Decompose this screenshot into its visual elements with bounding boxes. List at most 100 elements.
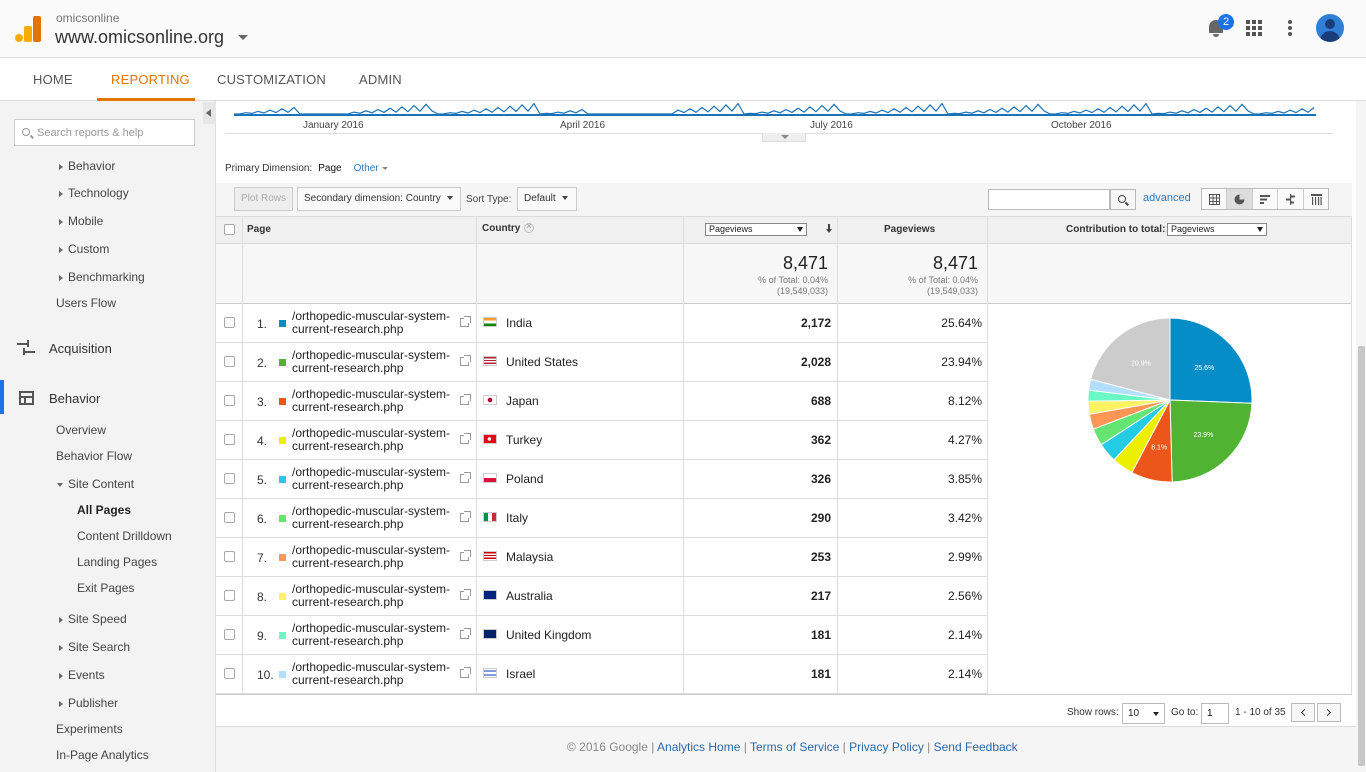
row-country-link[interactable]: Poland [506, 472, 544, 486]
open-page-icon[interactable] [460, 628, 471, 639]
remove-dimension-icon[interactable] [524, 221, 535, 234]
row-page-link[interactable]: /orthopedic-muscular-system-current-rese… [292, 543, 451, 570]
column-header-pageviews[interactable]: Pageviews [884, 224, 936, 235]
open-page-icon[interactable] [460, 472, 471, 483]
row-page-link[interactable]: /orthopedic-muscular-system-current-rese… [292, 309, 451, 336]
column-header-country[interactable]: Country [482, 221, 535, 234]
row-checkbox[interactable] [224, 434, 235, 445]
sidebar-item-experiments[interactable]: Experiments [56, 722, 123, 736]
search-input[interactable] [37, 124, 187, 142]
row-checkbox[interactable] [224, 395, 235, 406]
footer-link-analytics-home[interactable]: Analytics Home [657, 740, 741, 754]
row-country-link[interactable]: Australia [506, 589, 553, 603]
sidebar-item-behavior-flow[interactable]: Behavior Flow [56, 449, 133, 463]
tab-home[interactable]: HOME [33, 72, 73, 87]
table-filter-search-button[interactable] [1110, 189, 1136, 210]
sidebar-item-events[interactable]: Events [59, 668, 105, 682]
row-page-link[interactable]: /orthopedic-muscular-system-current-rese… [292, 426, 451, 453]
advanced-filter-link[interactable]: advanced [1143, 192, 1191, 204]
row-country-link[interactable]: Malaysia [506, 550, 554, 564]
row-checkbox[interactable] [224, 473, 235, 484]
sidebar-item-custom[interactable]: Custom [59, 242, 109, 256]
sidebar-section-acquisition[interactable]: Acquisition [49, 341, 112, 356]
sidebar-item-site-search[interactable]: Site Search [59, 640, 130, 654]
user-avatar[interactable] [1316, 14, 1344, 42]
secondary-dimension-select[interactable]: Secondary dimension: Country [297, 187, 461, 211]
row-checkbox[interactable] [224, 668, 235, 679]
row-page-link[interactable]: /orthopedic-muscular-system-current-rese… [292, 582, 451, 609]
row-country-link[interactable]: India [506, 316, 533, 330]
analytics-logo-icon[interactable] [15, 16, 41, 42]
show-rows-select[interactable]: 10 [1122, 703, 1165, 724]
sidebar-item-site-content[interactable]: Site Content [57, 477, 134, 491]
view-table-button[interactable] [1202, 189, 1228, 209]
pie-slice-united-states[interactable] [1169, 399, 1253, 483]
row-page-link[interactable]: /orthopedic-muscular-system-current-rese… [292, 660, 451, 687]
row-page-link[interactable]: /orthopedic-muscular-system-current-rese… [292, 465, 451, 492]
row-checkbox[interactable] [224, 590, 235, 601]
sidebar-item-all-pages[interactable]: All Pages [77, 503, 132, 517]
row-page-link[interactable]: /orthopedic-muscular-system-current-rese… [292, 387, 451, 414]
sort-type-select[interactable]: Default [517, 187, 577, 211]
sidebar-item-exit-pages[interactable]: Exit Pages [77, 581, 135, 595]
row-checkbox[interactable] [224, 512, 235, 523]
sidebar-section-behavior[interactable]: Behavior [49, 391, 101, 406]
open-page-icon[interactable] [460, 433, 471, 444]
sort-descending-icon[interactable] [826, 224, 832, 234]
sidebar-item-publisher[interactable]: Publisher [59, 696, 118, 710]
row-checkbox[interactable] [224, 629, 235, 640]
goto-page-input[interactable] [1201, 703, 1229, 724]
tab-customization[interactable]: CUSTOMIZATION [217, 72, 327, 87]
footer-link-feedback[interactable]: Send Feedback [933, 740, 1018, 754]
row-page-link[interactable]: /orthopedic-muscular-system-current-rese… [292, 348, 451, 375]
open-page-icon[interactable] [460, 550, 471, 561]
tab-admin[interactable]: ADMIN [359, 72, 402, 87]
row-checkbox[interactable] [224, 356, 235, 367]
sidebar-item-users-flow[interactable]: Users Flow [56, 296, 117, 310]
sidebar-item-mobile[interactable]: Mobile [59, 214, 103, 228]
sidebar-item-overview[interactable]: Overview [56, 423, 107, 437]
column-header-page[interactable]: Page [247, 224, 271, 235]
property-selector[interactable]: www.omicsonline.org [55, 27, 225, 47]
apps-grid-icon[interactable] [1246, 20, 1262, 36]
primary-dimension-other[interactable]: Other [354, 163, 388, 174]
row-country-link[interactable]: United Kingdom [506, 628, 592, 642]
select-all-checkbox[interactable] [224, 224, 235, 235]
row-checkbox[interactable] [224, 551, 235, 562]
view-pie-button[interactable] [1227, 189, 1253, 209]
view-performance-button[interactable] [1253, 189, 1279, 209]
primary-dimension-page[interactable]: Page [318, 163, 342, 174]
open-page-icon[interactable] [460, 316, 471, 327]
open-page-icon[interactable] [460, 511, 471, 522]
open-page-icon[interactable] [460, 589, 471, 600]
sidebar-item-behavior-sub[interactable]: Behavior [59, 159, 115, 173]
plot-rows-button[interactable]: Plot Rows [234, 187, 294, 211]
pie-slice-other[interactable] [1090, 317, 1171, 401]
metric-select[interactable]: Pageviews [705, 223, 807, 236]
footer-link-terms[interactable]: Terms of Service [749, 740, 840, 754]
more-vert-icon[interactable] [1288, 20, 1292, 36]
open-page-icon[interactable] [460, 394, 471, 405]
sidebar-item-site-speed[interactable]: Site Speed [59, 612, 127, 626]
collapse-sidebar-button[interactable] [203, 102, 216, 124]
row-page-link[interactable]: /orthopedic-muscular-system-current-rese… [292, 504, 451, 531]
page-scrollbar[interactable] [1356, 101, 1366, 772]
row-country-link[interactable]: Turkey [506, 433, 543, 447]
row-country-link[interactable]: Italy [506, 511, 529, 525]
view-comparison-button[interactable] [1278, 189, 1304, 209]
prev-page-button[interactable] [1291, 703, 1315, 722]
sidebar-item-technology[interactable]: Technology [59, 186, 129, 200]
sidebar-item-content-drilldown[interactable]: Content Drilldown [77, 529, 172, 543]
sidebar-item-landing-pages[interactable]: Landing Pages [77, 555, 158, 569]
sidebar-item-benchmarking[interactable]: Benchmarking [59, 270, 145, 284]
next-page-button[interactable] [1317, 703, 1341, 722]
open-page-icon[interactable] [460, 355, 471, 366]
footer-link-privacy[interactable]: Privacy Policy [849, 740, 924, 754]
chart-resize-handle[interactable] [762, 133, 806, 142]
account-name[interactable]: omicsonline [56, 11, 120, 25]
row-checkbox[interactable] [224, 317, 235, 328]
row-country-link[interactable]: Japan [506, 394, 539, 408]
search-reports-field[interactable] [14, 119, 195, 146]
row-country-link[interactable]: Israel [506, 667, 536, 681]
contribution-select[interactable]: Pageviews [1167, 223, 1267, 236]
